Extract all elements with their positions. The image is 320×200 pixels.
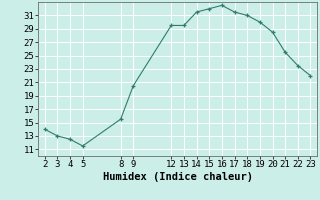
X-axis label: Humidex (Indice chaleur): Humidex (Indice chaleur) [103,172,252,182]
